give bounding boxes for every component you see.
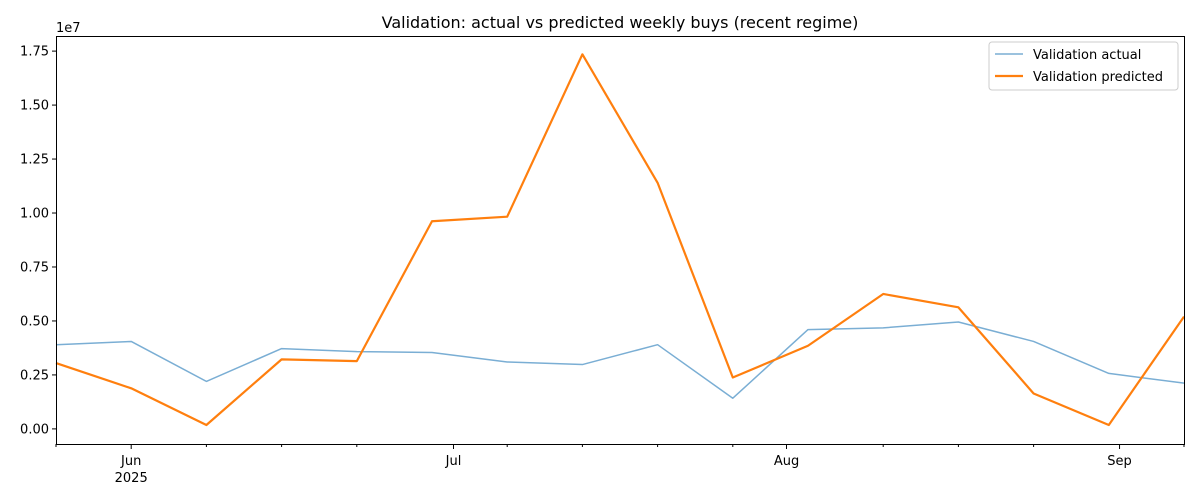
y-tick-label: 0.75	[20, 260, 49, 275]
plot-frame	[56, 36, 1185, 445]
y-tick-label: 1.25	[20, 153, 49, 168]
legend-label-predicted: Validation predicted	[1033, 70, 1163, 85]
y-axis: 0.00 0.25 0.50 0.75 1.00 1.25 1.50 1.75	[20, 45, 56, 437]
y-multiplier-label: 1e7	[56, 21, 81, 36]
y-tick-label: 0.50	[20, 314, 49, 329]
plot-lines	[55, 53, 1185, 427]
y-tick-label: 0.25	[20, 368, 49, 383]
y-tick-label: 1.00	[20, 207, 49, 222]
series-line-predicted	[55, 53, 1185, 427]
series-line-actual	[55, 321, 1185, 399]
x-axis: Jun 2025 Jul Aug Sep	[55, 444, 1185, 486]
y-tick-label: 1.75	[20, 45, 49, 60]
x-tick-label: Jun	[120, 454, 141, 469]
x-tick-label: Sep	[1107, 454, 1132, 469]
x-tick-sublabel: 2025	[115, 471, 148, 486]
y-tick-label: 0.00	[20, 422, 49, 437]
legend-box	[988, 41, 1179, 91]
y-tick-label: 1.50	[20, 99, 49, 114]
legend: Validation actual Validation predicted	[988, 41, 1179, 91]
legend-label-actual: Validation actual	[1033, 48, 1141, 63]
x-tick-label: Aug	[774, 454, 799, 469]
x-tick-label: Jul	[445, 454, 462, 469]
chart-title: Validation: actual vs predicted weekly b…	[382, 13, 859, 32]
